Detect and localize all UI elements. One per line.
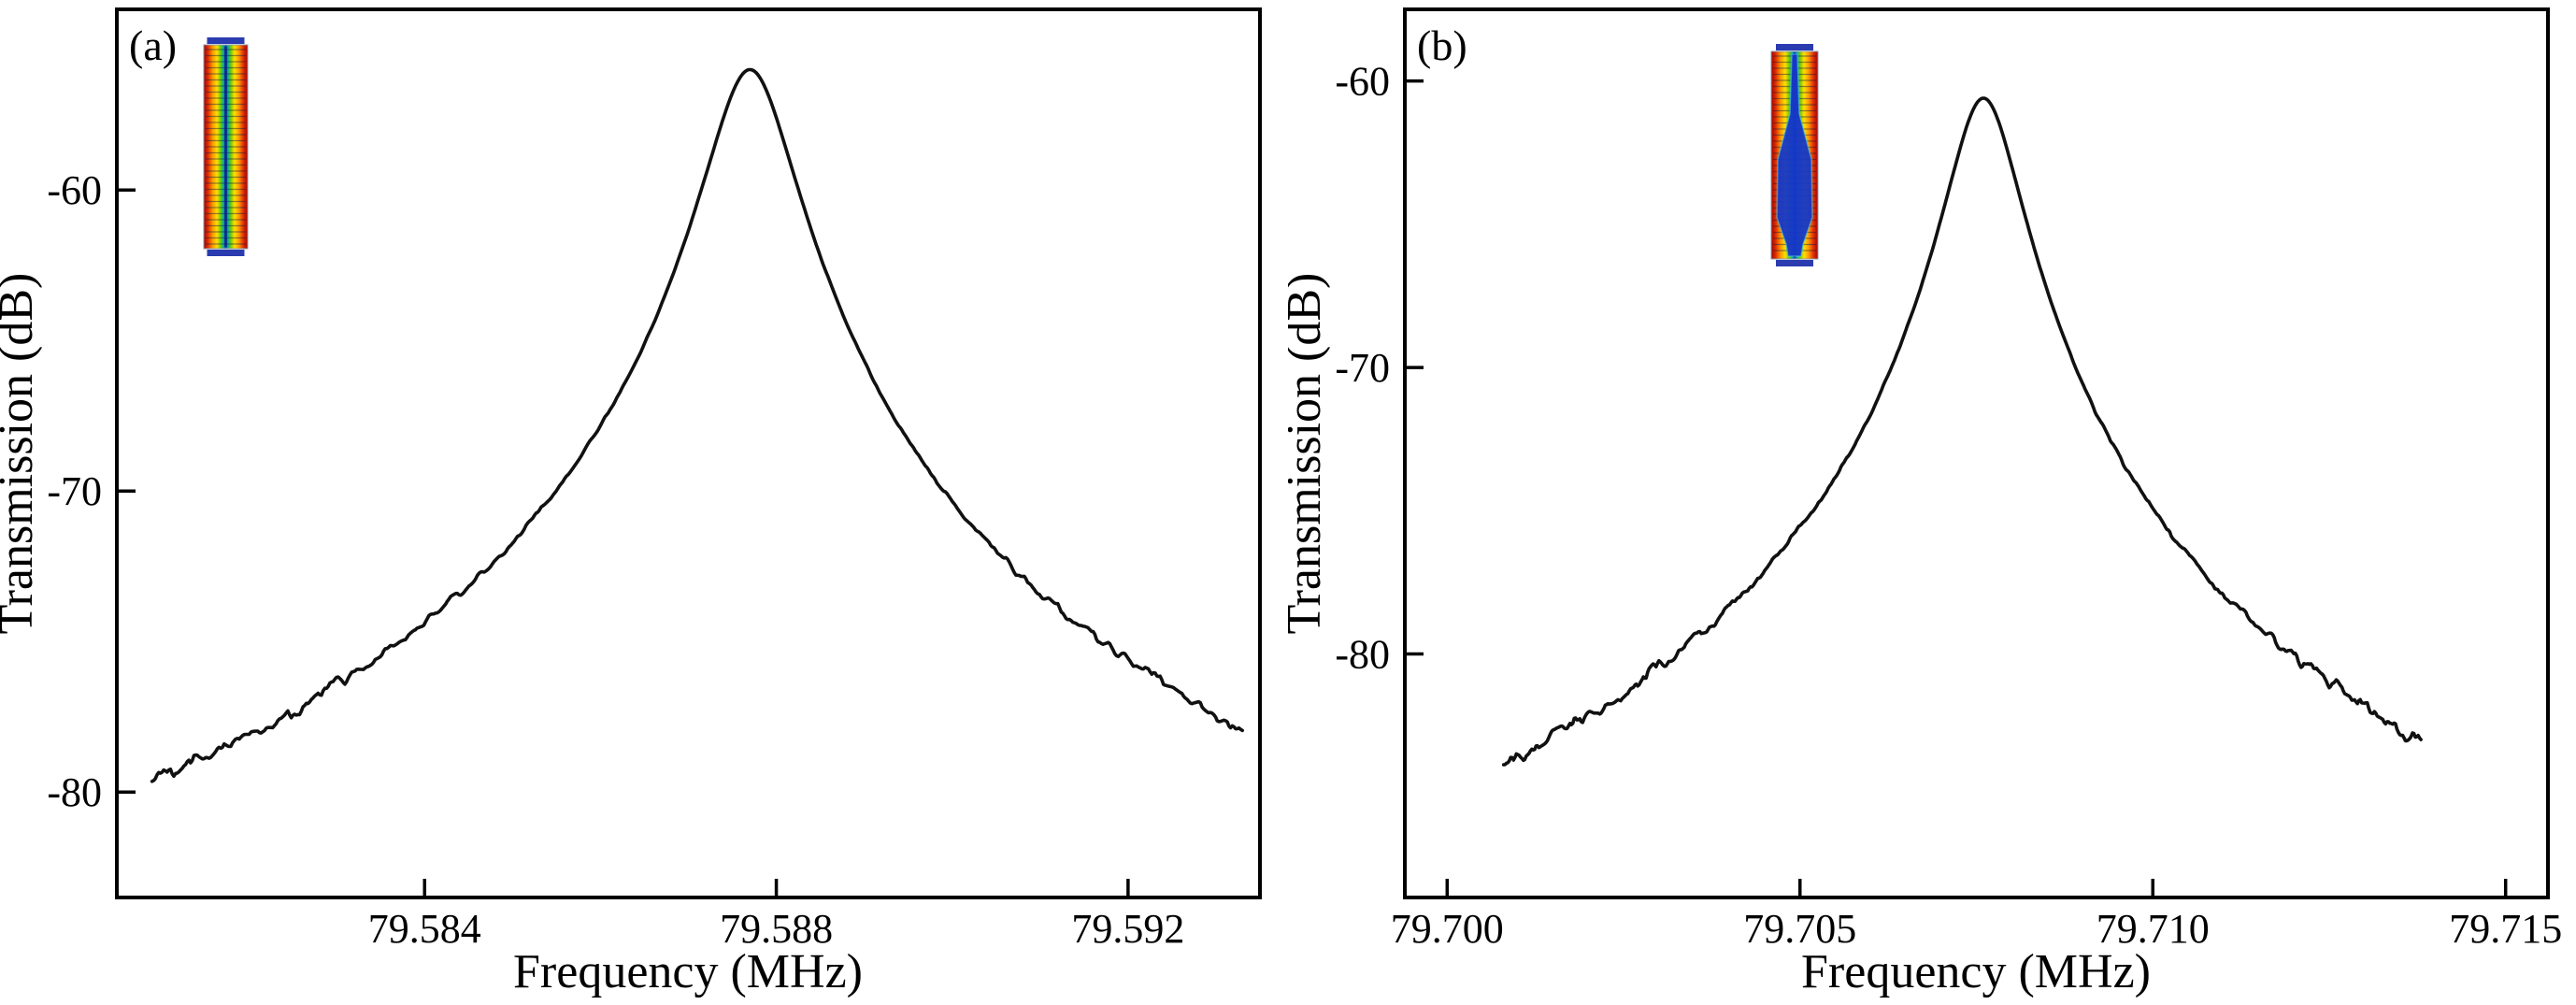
- y-axis-title: Transmission (dB): [0, 273, 43, 635]
- y-tick-label: -70: [1335, 345, 1390, 391]
- bottom-clamp: [1776, 260, 1813, 266]
- plot-b: -60 -70 -80 79.700 79.705 79.710 79.715 Transm…: [1288, 7, 2562, 998]
- x-tick-label: 79.715: [2449, 906, 2562, 952]
- simulated-mode-shape-a: [203, 37, 249, 256]
- x-tick-label: 79.588: [720, 906, 833, 952]
- transmission-curve: [150, 67, 1244, 783]
- simulated-mode-shape-b: [1770, 44, 1819, 266]
- y-tick-label: -60: [1335, 59, 1390, 105]
- panel-a: -60 -70 -80 79.584 79.588 79.592 Transmission…: [0, 7, 1262, 998]
- x-tick-label: 79.592: [1071, 906, 1184, 952]
- x-tick-label: 79.700: [1391, 906, 1504, 952]
- panel-letter: (b): [1417, 22, 1467, 69]
- x-tick-label: 79.584: [368, 906, 481, 952]
- plot-area-a: -60 -70 -80 79.584 79.588 79.592: [47, 7, 1262, 952]
- panel-b: -60 -70 -80 79.700 79.705 79.710 79.715 Transm…: [1288, 0, 2576, 1005]
- y-tick-label: -60: [47, 167, 102, 213]
- y-tick-label: -80: [47, 769, 102, 815]
- x-tick-label: 79.705: [1743, 906, 1856, 952]
- axes-frame: [1403, 7, 2550, 899]
- x-tick-label: 79.710: [2097, 906, 2210, 952]
- x-axis-title: Frequency (MHz): [513, 945, 863, 998]
- low-amplitude-region: [1776, 53, 1813, 257]
- plot-area-b: -60 -70 -80 79.700 79.705 79.710 79.715: [1335, 7, 2562, 952]
- y-tick-label: -80: [1335, 631, 1390, 677]
- y-axis-title: Transmission (dB): [1288, 273, 1331, 635]
- plot-a: -60 -70 -80 79.584 79.588 79.592 Transmission…: [0, 7, 1262, 998]
- top-clamp: [1776, 44, 1813, 50]
- transmission-curve: [1501, 96, 2423, 767]
- panel-letter: (a): [129, 22, 177, 69]
- axes-frame: [115, 7, 1262, 899]
- y-tick-label: -70: [47, 468, 102, 514]
- top-clamp: [207, 37, 245, 44]
- x-axis-title: Frequency (MHz): [1801, 945, 2151, 998]
- bottom-clamp: [207, 250, 245, 256]
